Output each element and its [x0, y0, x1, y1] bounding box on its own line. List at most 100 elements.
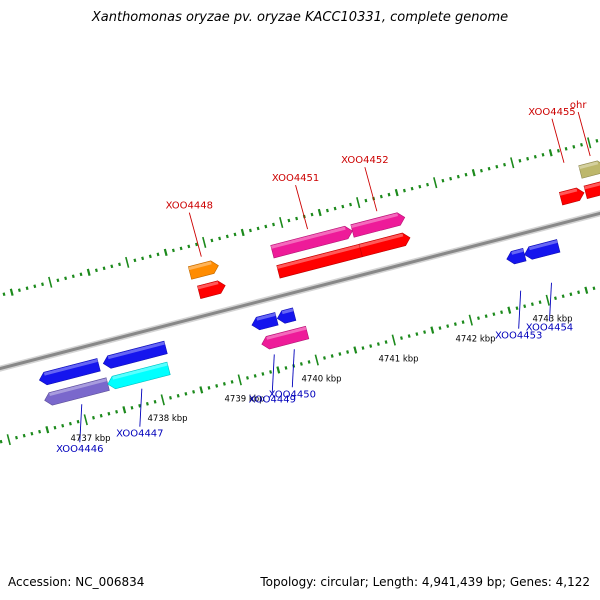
- forward-tick: [379, 194, 383, 199]
- gene-label[interactable]: XOO4450: [269, 389, 316, 400]
- reverse-tick: [561, 294, 565, 299]
- forward-tick: [495, 164, 499, 169]
- gene-label[interactable]: XOO4447: [116, 429, 163, 440]
- forward-tick: [240, 228, 245, 237]
- gene-arrow-forward[interactable]: [578, 160, 600, 179]
- gene-label[interactable]: XOO4452: [341, 155, 388, 166]
- gene-arrow-forward[interactable]: [358, 232, 411, 258]
- forward-tick: [264, 224, 268, 229]
- reverse-tick: [237, 374, 242, 386]
- forward-tick: [387, 192, 391, 197]
- forward-tick: [548, 149, 553, 157]
- forward-tick: [333, 206, 337, 211]
- reverse-tick: [307, 360, 311, 364]
- label-leader-lines: [79, 111, 591, 443]
- gene-arrow-forward[interactable]: [270, 225, 353, 259]
- label-leader: [291, 349, 295, 388]
- reverse-tick: [38, 429, 42, 434]
- gene-arrow-reverse[interactable]: [261, 325, 310, 350]
- gene-label[interactable]: ohr: [570, 100, 587, 111]
- gene-arrow-forward[interactable]: [187, 260, 219, 280]
- reverse-tick: [253, 374, 257, 378]
- gene-arrow-reverse[interactable]: [102, 340, 168, 369]
- reverse-tick: [500, 310, 504, 314]
- scale-label: 4742 kbp: [456, 335, 496, 345]
- reverse-tick: [122, 406, 127, 414]
- gene-arrow-reverse[interactable]: [524, 239, 561, 260]
- gene-label[interactable]: XOO4446: [56, 444, 103, 455]
- reverse-tick: [376, 342, 380, 346]
- gene-arrow-highlight: [256, 312, 276, 321]
- accession-label: Accession: NC_006834: [8, 575, 145, 589]
- label-leader: [551, 118, 565, 163]
- reverse-tick: [492, 312, 496, 316]
- scale-label: 4737 kbp: [71, 434, 111, 444]
- gene-label[interactable]: XOO4455: [528, 107, 575, 118]
- reverse-tick: [160, 394, 165, 406]
- reverse-tick: [115, 409, 119, 414]
- reverse-tick: [230, 380, 234, 384]
- gene-label[interactable]: XOO4449: [249, 394, 296, 405]
- forward-tick: [48, 276, 53, 288]
- forward-tick: [102, 266, 106, 271]
- label-leader: [271, 354, 275, 393]
- forward-tick: [171, 248, 175, 253]
- reverse-tick: [184, 392, 188, 396]
- forward-tick: [56, 278, 60, 283]
- forward-tick: [156, 252, 160, 257]
- reverse-tick: [430, 326, 435, 334]
- reverse-tick: [484, 314, 488, 318]
- gene-label[interactable]: XOO4453: [495, 331, 542, 342]
- forward-tick: [556, 148, 560, 153]
- gene-arrow-highlight: [276, 244, 361, 269]
- reverse-tick: [423, 330, 427, 334]
- gene-arrow-reverse[interactable]: [107, 361, 171, 390]
- gene-arrow-highlight: [528, 240, 558, 251]
- tick-marks: [0, 137, 599, 446]
- forward-tick: [426, 182, 429, 187]
- reverse-tick: [76, 419, 80, 424]
- forward-tick: [402, 188, 406, 193]
- gene-label[interactable]: XOO4451: [272, 173, 319, 184]
- reverse-tick: [461, 320, 465, 324]
- reverse-tick: [577, 290, 581, 295]
- gene-arrow-forward[interactable]: [583, 181, 600, 199]
- forward-tick: [356, 197, 361, 209]
- reverse-tick: [145, 401, 149, 406]
- gene-arrow-reverse[interactable]: [38, 358, 101, 386]
- gene-arrow-reverse[interactable]: [276, 307, 297, 324]
- genome-summary: Topology: circular; Length: 4,941,439 bp…: [260, 575, 590, 589]
- gene-label[interactable]: XOO4454: [526, 323, 573, 334]
- gene-arrow-reverse[interactable]: [251, 312, 279, 331]
- forward-tick: [456, 174, 460, 179]
- forward-tick: [587, 137, 592, 149]
- gene-arrow-highlight: [281, 308, 294, 315]
- forward-tick: [295, 216, 299, 221]
- forward-tick: [179, 246, 183, 251]
- gene-arrow-forward[interactable]: [350, 212, 406, 238]
- forward-tick: [141, 256, 145, 261]
- gene-arrow-forward[interactable]: [558, 187, 585, 206]
- gene-arrow-highlight: [188, 261, 212, 271]
- reverse-tick: [554, 296, 557, 301]
- reverse-tick: [545, 294, 550, 306]
- reverse-tick: [299, 362, 303, 366]
- forward-tick: [71, 274, 75, 279]
- forward-tick: [533, 154, 537, 159]
- forward-tick: [449, 176, 453, 181]
- label-leader: [518, 290, 522, 329]
- forward-tick: [94, 268, 98, 273]
- forward-tick: [471, 169, 476, 177]
- gene-arrow-forward[interactable]: [197, 280, 226, 299]
- forward-tick: [118, 262, 121, 267]
- reverse-tick: [22, 433, 26, 438]
- gene-label[interactable]: XOO4448: [166, 201, 213, 212]
- reverse-tick: [353, 346, 358, 354]
- forward-tick: [9, 288, 14, 296]
- reverse-tick: [338, 352, 342, 356]
- reverse-tick: [530, 302, 534, 307]
- reverse-tick: [453, 322, 457, 326]
- reverse-tick: [83, 414, 88, 426]
- forward-tick: [210, 238, 214, 243]
- gene-arrow-highlight: [511, 248, 524, 255]
